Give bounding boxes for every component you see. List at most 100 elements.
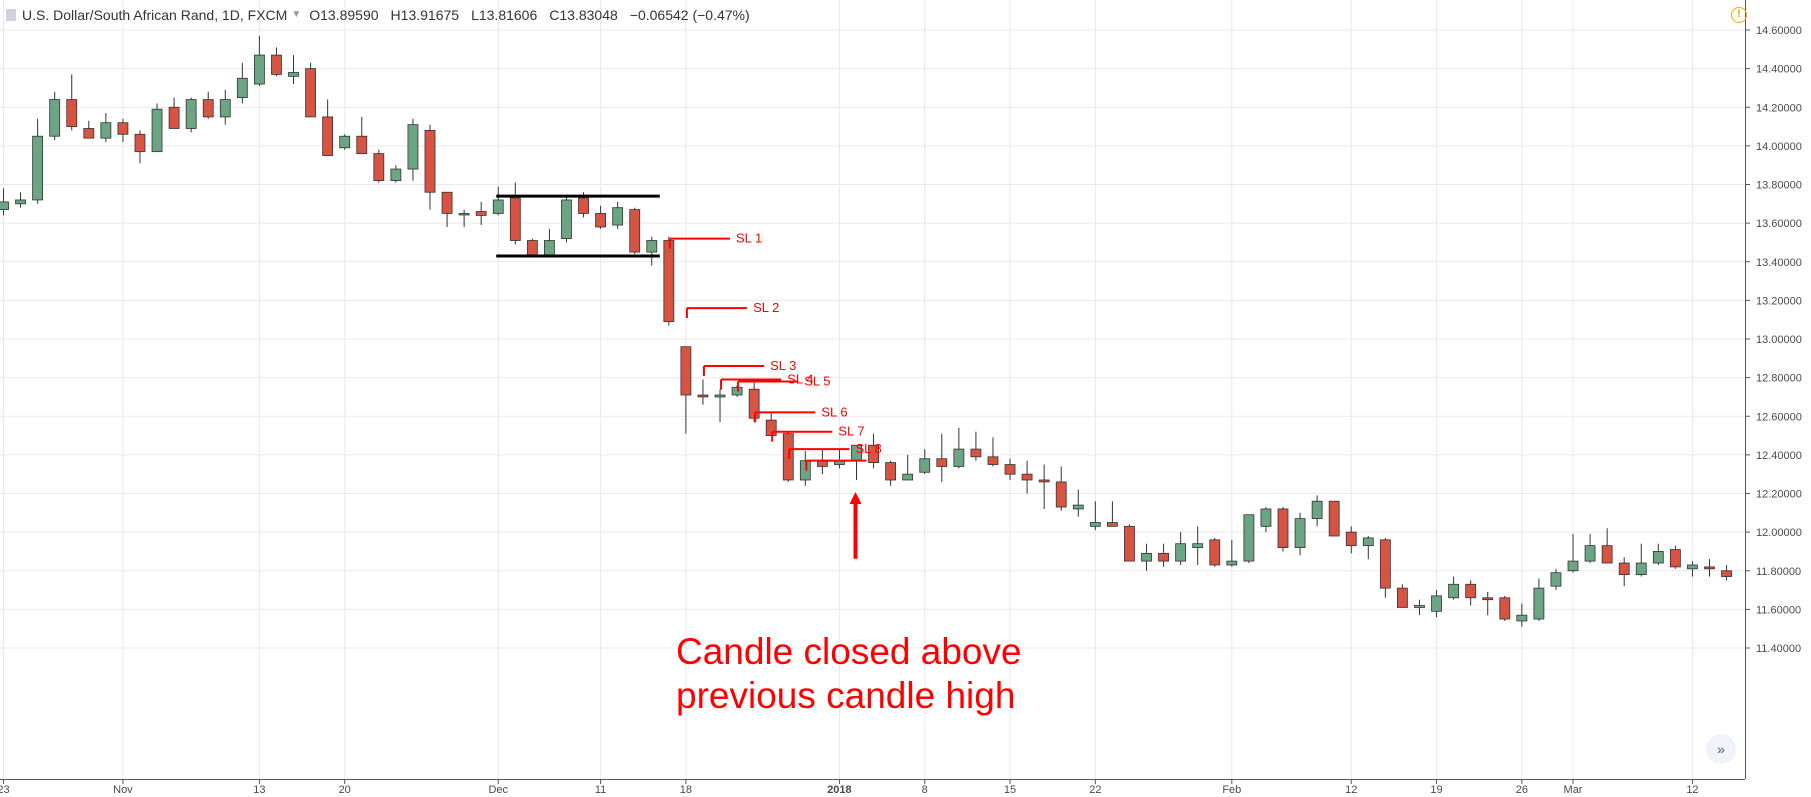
candle-body xyxy=(544,240,555,257)
stop-loss-marker: SL 7 xyxy=(771,424,865,442)
candle-body xyxy=(1465,583,1477,599)
candle xyxy=(202,91,214,119)
candle xyxy=(936,433,948,482)
y-tick-label: 14.60000 xyxy=(1756,25,1802,37)
candle-body xyxy=(134,133,146,153)
chevron-down-icon[interactable]: ▼ xyxy=(291,9,302,20)
candle xyxy=(612,201,624,229)
candle xyxy=(1107,501,1118,527)
candle xyxy=(475,201,487,226)
double-chevron-right-icon[interactable]: » xyxy=(1706,734,1736,764)
candle-body xyxy=(1124,525,1135,562)
candle-body xyxy=(561,199,572,239)
candle xyxy=(66,74,78,131)
symbol-icon xyxy=(6,9,16,21)
annotation-line-2: previous candle high xyxy=(676,675,1016,716)
candle-body xyxy=(595,213,606,228)
candle xyxy=(83,120,95,139)
candle xyxy=(1055,466,1067,511)
stop-loss-marker: SL 1 xyxy=(668,231,762,249)
candle-body xyxy=(526,240,538,257)
candle xyxy=(1414,599,1425,616)
stop-loss-marker: SL 5 xyxy=(737,373,831,392)
stop-loss-marker: SL 6 xyxy=(754,404,848,423)
annotation-arrow-head xyxy=(849,491,862,504)
candle-body xyxy=(0,201,9,211)
stop-loss-marker: SL 3 xyxy=(702,358,796,377)
candle-body xyxy=(970,448,982,458)
close-label: C xyxy=(549,7,560,23)
candle xyxy=(1687,561,1698,577)
candle xyxy=(492,186,504,216)
candle xyxy=(1601,528,1613,564)
candle-body xyxy=(1379,539,1391,589)
candle-body xyxy=(646,240,658,253)
candle xyxy=(1243,514,1255,564)
candle-body xyxy=(1397,587,1408,608)
x-tick-label: 18 xyxy=(680,784,692,796)
candle xyxy=(1669,545,1681,569)
x-tick-label: 13 xyxy=(253,784,265,796)
candle-body xyxy=(1584,545,1596,562)
x-tick-label: Feb xyxy=(1222,784,1241,796)
x-tick-label: Dec xyxy=(488,784,508,796)
candle-body xyxy=(1601,545,1613,564)
candle xyxy=(1089,501,1101,531)
candle-body xyxy=(288,72,299,77)
candle xyxy=(236,62,248,104)
candle xyxy=(1499,595,1511,621)
candle-body xyxy=(492,199,504,214)
candle xyxy=(100,113,112,143)
candle-body xyxy=(1158,552,1169,562)
stop-loss-label: SL 3 xyxy=(770,358,796,373)
candle-body xyxy=(1089,522,1101,527)
ohlc-high: H13.91675 xyxy=(391,0,460,30)
candle-body xyxy=(1038,479,1050,483)
candle xyxy=(441,191,453,227)
stop-loss-label: SL 8 xyxy=(855,441,881,456)
candle-body xyxy=(612,207,624,226)
candle-body xyxy=(458,213,470,216)
candle xyxy=(49,91,61,141)
x-tick-label: 19 xyxy=(1430,784,1442,796)
candle xyxy=(663,236,675,326)
open-value: 13.89590 xyxy=(320,7,379,23)
stop-loss-marker: SL 4 xyxy=(720,372,813,390)
y-tick-label: 12.80000 xyxy=(1756,373,1802,385)
candle-body xyxy=(953,448,965,467)
high-value: 13.91675 xyxy=(400,7,460,23)
stop-loss-marker: SL 2 xyxy=(685,300,779,319)
grid-lines xyxy=(0,0,1745,779)
stop-loss-label: SL 1 xyxy=(736,231,762,246)
candle-body xyxy=(1721,570,1732,577)
candle-body xyxy=(1192,543,1204,548)
candle xyxy=(1704,559,1715,577)
candle xyxy=(356,116,368,155)
candle-body xyxy=(987,456,999,465)
candle-body xyxy=(1107,522,1118,527)
x-tick-label: 12 xyxy=(1345,784,1357,796)
y-tick-label: 13.40000 xyxy=(1756,257,1802,269)
candle-body xyxy=(185,99,197,129)
candle xyxy=(185,97,197,133)
x-tick-label: 22 xyxy=(1089,784,1101,796)
candle-body xyxy=(1704,566,1715,570)
candle-body xyxy=(868,444,879,464)
candle-body xyxy=(32,135,44,201)
y-tick-label: 13.00000 xyxy=(1756,334,1802,346)
close-value: 13.83048 xyxy=(559,7,618,23)
candle-body xyxy=(1328,500,1340,537)
candle xyxy=(458,209,470,227)
y-tick-label: 11.60000 xyxy=(1756,604,1801,616)
candle xyxy=(834,449,845,469)
candle xyxy=(407,118,419,181)
x-tick-label: 15 xyxy=(1004,784,1016,796)
warning-icon[interactable]: ! xyxy=(1731,7,1747,23)
candle xyxy=(544,228,555,257)
candle xyxy=(253,35,265,87)
candle-body xyxy=(1175,543,1187,562)
candle xyxy=(1038,464,1050,509)
symbol-title[interactable]: U.S. Dollar/South African Rand, 1D, FXCM xyxy=(22,7,288,23)
